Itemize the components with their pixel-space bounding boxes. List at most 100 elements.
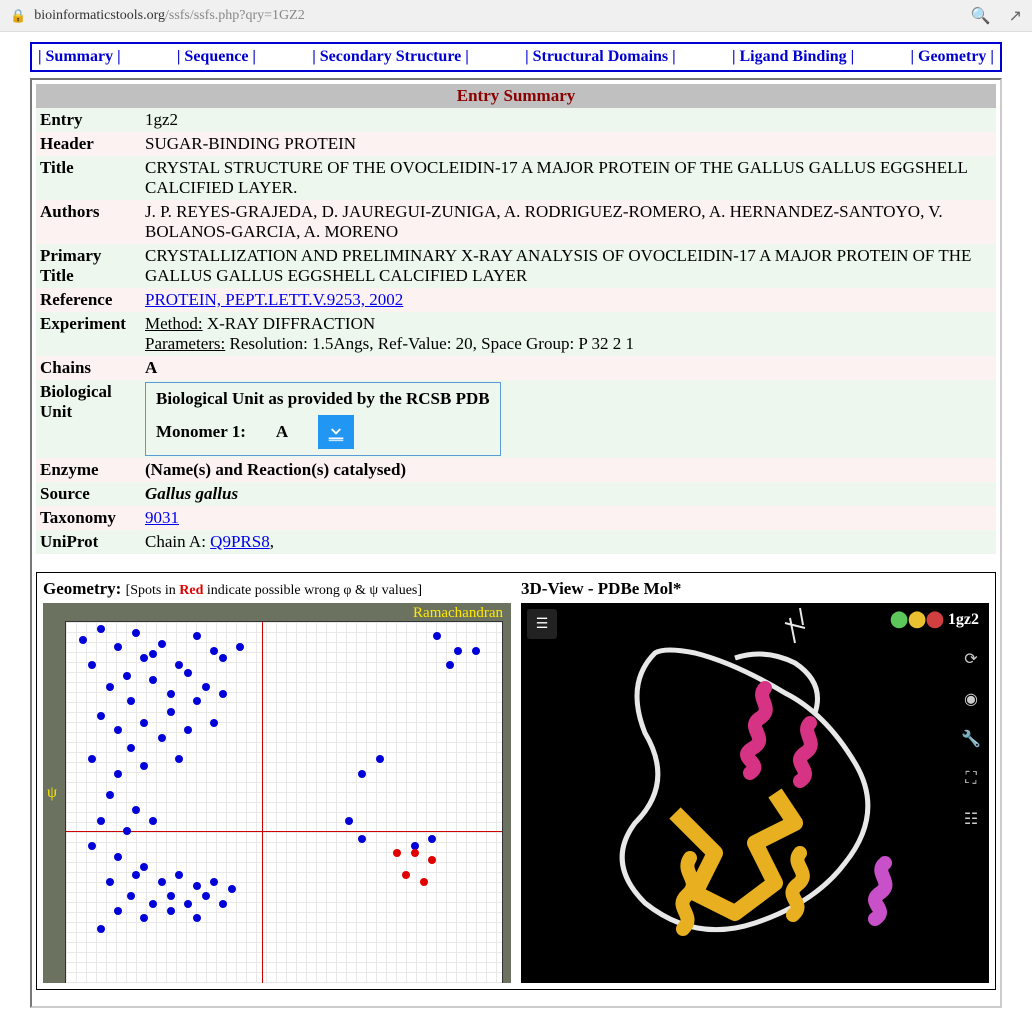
protein-ribbon [521,603,989,983]
uniprot-label: UniProt [36,530,141,554]
rama-outlier-point [411,849,419,857]
rama-point [149,900,157,908]
rama-point [219,900,227,908]
rama-point [106,683,114,691]
taxonomy-link[interactable]: 9031 [145,508,179,527]
reference-label: Reference [36,288,141,312]
nav-geometry[interactable]: | Geometry | [910,48,993,66]
source-label: Source [36,482,141,506]
rama-point [132,629,140,637]
primary-title-value: CRYSTALLIZATION AND PRELIMINARY X-RAY AN… [141,244,996,288]
nav-secondary[interactable]: | Secondary Structure | [312,48,469,66]
molview-title: 3D-View - PDBe Mol* [521,579,989,599]
rama-point [210,647,218,655]
rama-point [210,719,218,727]
experiment-label: Experiment [36,312,141,356]
rama-point [127,892,135,900]
download-icon [325,421,347,443]
rama-point [376,755,384,763]
rama-point [140,914,148,922]
rama-point [219,690,227,698]
rama-point [114,853,122,861]
ramachandran-plot[interactable]: Ramachandran ψ [43,603,511,983]
uniprot-link[interactable]: Q9PRS8 [210,532,270,551]
rama-point [228,885,236,893]
url-host: bioinformaticstools.org [34,8,165,23]
rama-point [167,892,175,900]
nav-summary[interactable]: | Summary | [38,48,121,66]
nav-domains[interactable]: | Structural Domains | [525,48,676,66]
rama-point [106,878,114,886]
rama-point [202,683,210,691]
rama-point [127,697,135,705]
rama-point [193,914,201,922]
rama-point [149,676,157,684]
entry-label: Entry [36,108,141,132]
rama-point [433,632,441,640]
rama-point [88,755,96,763]
bio-unit-chain: A [276,422,288,442]
source-value: Gallus gallus [145,484,238,503]
rama-point [193,697,201,705]
rama-point [132,871,140,879]
rama-point [88,661,96,669]
rama-point [88,842,96,850]
entry-value: 1gz2 [141,108,996,132]
geometry-panel: Geometry: [Spots in Red indicate possibl… [43,579,511,983]
psi-axis-label: ψ [47,784,57,802]
rama-point [193,632,201,640]
rama-point [97,625,105,633]
rama-point [114,907,122,915]
chains-label: Chains [36,356,141,380]
rama-point [114,643,122,651]
rama-point [219,654,227,662]
rama-point [472,647,480,655]
rama-point [454,647,462,655]
share-icon[interactable]: ↗ [1009,6,1022,26]
nav-sequence[interactable]: | Sequence | [177,48,256,66]
rama-point [140,762,148,770]
rama-point [158,734,166,742]
rama-point [114,726,122,734]
url-path: /ssfs/ssfs.php?qry=1GZ2 [165,8,305,23]
rama-point [345,817,353,825]
rama-point [149,817,157,825]
rama-outlier-point [402,871,410,879]
rama-point [149,650,157,658]
uniprot-value: Chain A: Q9PRS8, [141,530,996,554]
title-label: Title [36,156,141,200]
reference-link[interactable]: PROTEIN, PEPT.LETT.V.9253, 2002 [145,290,403,309]
enzyme-value: (Name(s) and Reaction(s) catalysed) [145,460,406,479]
rama-label: Ramachandran [413,605,503,622]
section-nav: | Summary | | Sequence | | Secondary Str… [30,42,1002,72]
zoom-icon[interactable]: 🔍 [971,6,991,26]
nav-ligand[interactable]: | Ligand Binding | [732,48,854,66]
rama-point [167,907,175,915]
rama-point [210,878,218,886]
geometry-title: Geometry: [Spots in Red indicate possibl… [43,579,511,599]
authors-label: Authors [36,200,141,244]
rama-point [167,690,175,698]
rama-point [446,661,454,669]
rama-point [79,636,87,644]
rama-point [358,770,366,778]
bio-unit-box: Biological Unit as provided by the RCSB … [145,382,501,456]
summary-heading: Entry Summary [36,84,996,108]
rama-outlier-point [393,849,401,857]
mol-viewer[interactable]: ☰ ⬤⬤⬤ 1gz2 ⟳ ◉ 🔧 ⛶ ☷ [521,603,989,983]
content-frame[interactable]: Entry Summary Entry1gz2 HeaderSUGAR-BIND… [30,78,1002,1008]
rama-point [132,806,140,814]
rama-point [140,654,148,662]
enzyme-label: Enzyme [36,458,141,482]
rama-point [158,640,166,648]
rama-point [184,900,192,908]
rama-point [127,744,135,752]
rama-point [97,712,105,720]
rama-point [140,719,148,727]
rama-point [123,672,131,680]
rama-outlier-point [428,856,436,864]
rama-point [106,791,114,799]
experiment-value: Method: X-RAY DIFFRACTIONParameters: Res… [141,312,996,356]
download-button[interactable] [318,415,354,449]
url-display: bioinformaticstools.org/ssfs/ssfs.php?qr… [34,8,970,24]
